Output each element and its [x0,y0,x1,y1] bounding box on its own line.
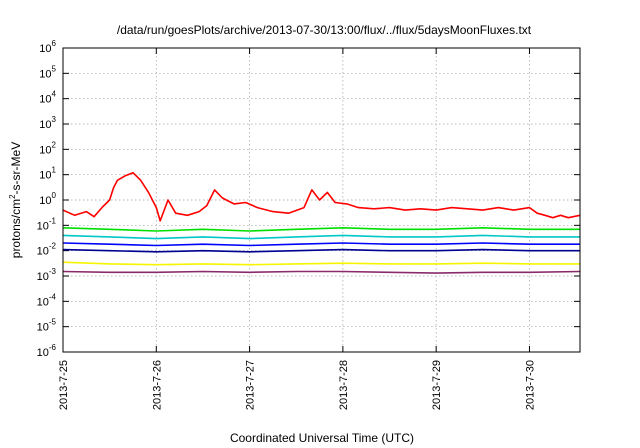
x-tick-label: 2013-7-27 [245,360,257,410]
y-tick-label: 10-4 [37,292,57,308]
series-line-5 [62,248,580,253]
x-tick-label: 2013-7-30 [524,360,536,410]
y-tick-label: 105 [39,64,56,80]
y-tick-label: 101 [39,166,56,182]
series-line-1 [62,171,581,222]
y-tick-label: 106 [39,39,56,55]
gridlines [63,48,580,352]
y-axis-label-sup: 2 [8,194,17,199]
y-tick-label: 10-3 [37,267,57,283]
chart-title: /data/run/goesPlots/archive/2013-07-30/1… [117,23,532,37]
series-line-3 [62,234,580,240]
y-tick-label: 10-5 [37,318,57,334]
y-tick-label: 10-6 [37,343,57,359]
data-series [62,171,581,274]
y-axis-label-main: protons/cm [9,199,23,258]
y-axis-label-rest: -s-sr-MeV [9,142,23,195]
series-line-7 [62,270,581,274]
plot-frame [62,47,581,353]
series-line-6 [62,261,580,266]
series-line-2 [62,227,580,232]
x-tick-labels: 2013-7-25 2013-7-26 2013-7-27 2013-7-28 2013… [58,360,536,410]
y-tick-label: 104 [39,90,56,106]
y-tick-label: 100 [39,191,56,207]
x-tick-label: 2013-7-29 [431,360,443,410]
y-tick-labels: 10-6 10-5 10-4 10-3 10-2 10-1 100 101 102 103 104 1… [37,39,57,359]
series-line-4 [62,242,580,247]
y-axis-label: protons/cm2-s-sr-MeV [8,142,23,258]
x-tick-label: 2013-7-28 [338,360,350,410]
axis-ticks [62,47,580,353]
y-tick-label: 10-2 [37,242,57,258]
x-tick-label: 2013-7-25 [58,360,70,410]
y-tick-label: 10-1 [37,216,57,232]
x-axis-label: Coordinated Universal Time (UTC) [230,431,414,445]
y-tick-label: 102 [39,140,56,156]
x-tick-label: 2013-7-26 [151,360,163,410]
y-tick-label: 103 [39,115,56,131]
